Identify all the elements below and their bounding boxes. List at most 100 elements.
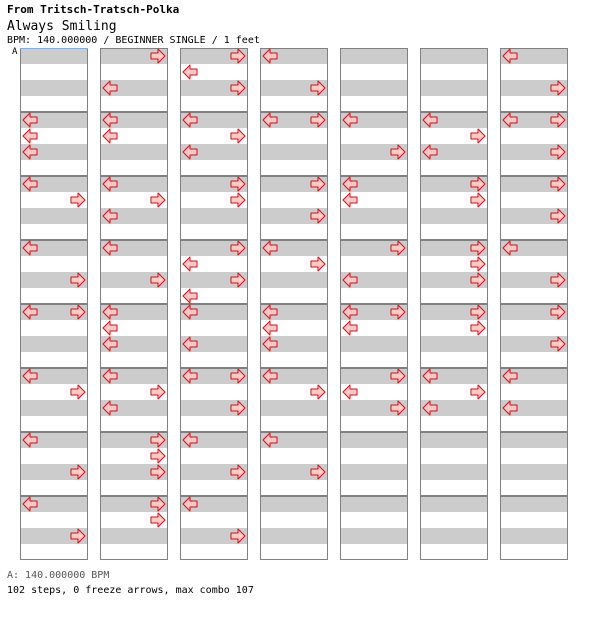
measure-border (180, 496, 248, 560)
beat-stripe (100, 176, 168, 192)
right-arrow-icon (470, 320, 486, 336)
beat-stripe (500, 192, 568, 208)
measure-block (20, 496, 88, 560)
left-arrow-icon (102, 176, 118, 192)
beat-stripe (180, 128, 248, 144)
left-arrow-icon (182, 432, 198, 448)
measure-border (500, 496, 568, 560)
beat-stripe (340, 528, 408, 544)
right-arrow-icon (70, 304, 86, 320)
measure-border (100, 496, 168, 560)
measure-block (20, 176, 88, 240)
left-arrow-icon (262, 112, 278, 128)
right-arrow-icon (230, 128, 246, 144)
beat-stripe (100, 80, 168, 96)
measure-block (260, 304, 328, 368)
beat-stripe (180, 304, 248, 320)
beat-stripe (500, 272, 568, 288)
beat-stripe (20, 480, 88, 496)
beat-stripe (500, 544, 568, 560)
left-arrow-icon (342, 384, 358, 400)
beat-stripe (500, 304, 568, 320)
measure-border (420, 368, 488, 432)
left-arrow-icon (262, 320, 278, 336)
measure-block (500, 112, 568, 176)
beat-stripe (420, 432, 488, 448)
right-arrow-icon (470, 256, 486, 272)
measure-block (500, 48, 568, 112)
beat-stripe (420, 544, 488, 560)
beat-stripe (340, 256, 408, 272)
beat-stripe (500, 416, 568, 432)
right-arrow-icon (310, 384, 326, 400)
beat-stripe (260, 416, 328, 432)
beat-stripe (340, 240, 408, 256)
measure-border (420, 112, 488, 176)
beat-stripe (180, 464, 248, 480)
measure-block (340, 48, 408, 112)
bpm-legend: A: 140.000000 BPM (7, 570, 110, 581)
left-arrow-icon (342, 112, 358, 128)
measure-block (180, 432, 248, 496)
measure-block (420, 496, 488, 560)
beat-stripe (100, 160, 168, 176)
beat-stripe (20, 400, 88, 416)
beat-stripe (100, 496, 168, 512)
beat-stripe (20, 128, 88, 144)
beat-stripe (260, 496, 328, 512)
step-chart (20, 48, 568, 560)
right-arrow-icon (230, 272, 246, 288)
right-arrow-icon (550, 336, 566, 352)
beat-stripe (500, 384, 568, 400)
beat-stripe (420, 112, 488, 128)
measure-block (260, 112, 328, 176)
beat-stripe (260, 128, 328, 144)
beat-stripe (500, 464, 568, 480)
right-arrow-icon (150, 192, 166, 208)
beat-stripe (260, 512, 328, 528)
beat-stripe (100, 384, 168, 400)
beat-stripe (420, 512, 488, 528)
measure-border (20, 304, 88, 368)
measure-block (420, 368, 488, 432)
beat-stripe (260, 320, 328, 336)
beat-stripe (180, 208, 248, 224)
beat-stripe (180, 176, 248, 192)
measure-border (420, 304, 488, 368)
measure-block (260, 368, 328, 432)
measure-block (180, 240, 248, 304)
beat-stripe (340, 336, 408, 352)
left-arrow-icon (342, 304, 358, 320)
right-arrow-icon (310, 256, 326, 272)
measure-border (100, 112, 168, 176)
beat-stripe (100, 304, 168, 320)
measure-border (260, 112, 328, 176)
right-arrow-icon (550, 144, 566, 160)
measure-block (180, 368, 248, 432)
right-arrow-icon (310, 112, 326, 128)
left-arrow-icon (22, 432, 38, 448)
measure-block (500, 368, 568, 432)
beat-stripe (20, 64, 88, 80)
beat-stripe (420, 256, 488, 272)
left-arrow-icon (342, 192, 358, 208)
beat-stripe (20, 144, 88, 160)
measure-block (20, 304, 88, 368)
beat-stripe (180, 432, 248, 448)
beat-stripe (100, 400, 168, 416)
measure-block (340, 496, 408, 560)
measure-border (340, 304, 408, 368)
beat-stripe (20, 240, 88, 256)
right-arrow-icon (470, 192, 486, 208)
left-arrow-icon (502, 48, 518, 64)
measure-border (100, 304, 168, 368)
left-arrow-icon (102, 400, 118, 416)
measure-border (20, 176, 88, 240)
beat-stripe (420, 416, 488, 432)
beat-stripe (500, 112, 568, 128)
left-arrow-icon (102, 304, 118, 320)
beat-stripe (20, 272, 88, 288)
beat-stripe (420, 144, 488, 160)
beat-stripe (420, 80, 488, 96)
measure-block (260, 240, 328, 304)
